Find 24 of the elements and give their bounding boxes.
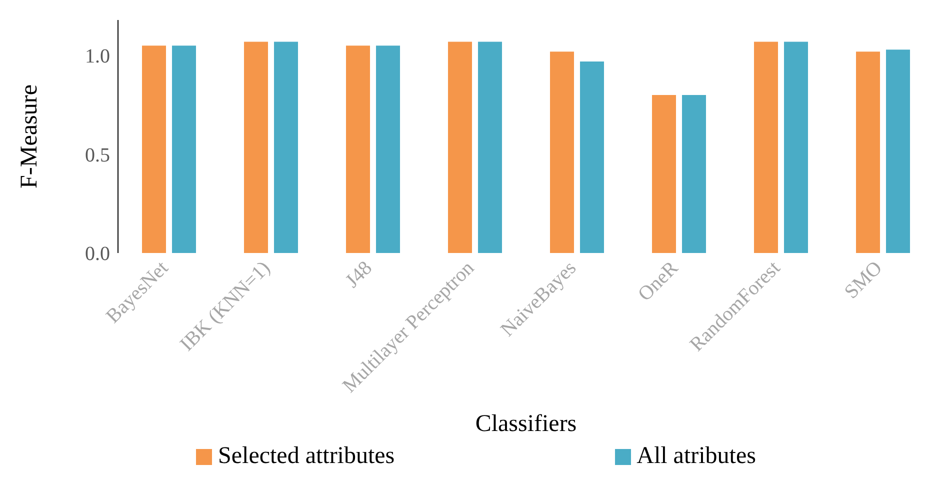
bar [274,42,298,253]
legend-label: Selected attributes [217,443,395,470]
y-axis-title: F-Measure [16,84,43,188]
bar [142,46,166,253]
bar [478,42,502,253]
x-tick-label: J48 [341,256,377,292]
bar [580,61,604,253]
bar [376,46,400,253]
bar [784,42,808,253]
y-tick-label: 1.0 [85,46,110,68]
bar [856,52,880,253]
bar [172,46,196,253]
y-tick-label: 0.5 [85,144,110,166]
bar [652,95,676,253]
bar [754,42,778,253]
legend-label: All atributes [636,443,756,470]
bar [244,42,268,253]
bar [448,42,472,253]
bar [550,52,574,253]
bar [346,46,370,253]
y-tick-label: 0.0 [85,243,110,266]
bar [886,50,910,253]
x-axis-title: Classifiers [475,411,577,437]
bar [682,95,706,253]
